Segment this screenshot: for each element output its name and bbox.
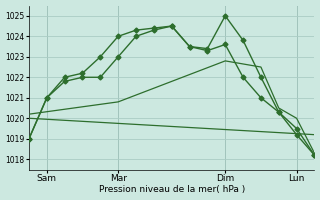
- X-axis label: Pression niveau de la mer( hPa ): Pression niveau de la mer( hPa ): [99, 185, 245, 194]
